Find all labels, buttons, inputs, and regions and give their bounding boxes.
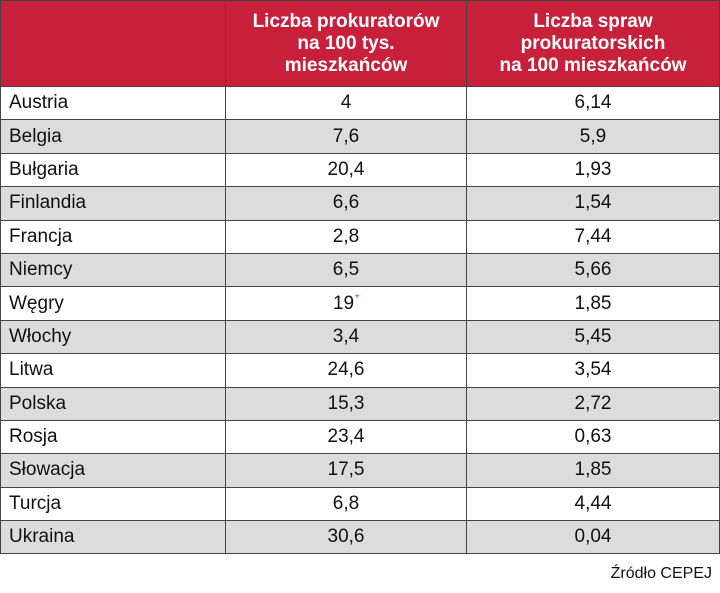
table-row: Rosja 23,4 0,63 bbox=[0, 419, 720, 455]
cell-cases: 0,63 bbox=[466, 419, 720, 455]
table-row: Włochy 3,4 5,45 bbox=[0, 319, 720, 355]
cell-prosecutors-value: 20,4 bbox=[327, 158, 365, 180]
cell-prosecutors-value: 15,3 bbox=[327, 392, 365, 414]
header-prosecutors-l1: Liczba prokuratorów bbox=[252, 10, 440, 32]
cell-prosecutors-value: 6,8 bbox=[332, 492, 360, 514]
cell-prosecutors: 20,4 bbox=[225, 152, 467, 188]
cell-prosecutors-value: 4 bbox=[340, 92, 352, 114]
cell-cases: 6,14 bbox=[466, 85, 720, 121]
header-row: Liczba prokuratorów na 100 tys. mieszkań… bbox=[0, 0, 720, 87]
cell-country: Ukraina bbox=[0, 520, 226, 555]
table-row: Belgia 7,6 5,9 bbox=[0, 119, 720, 154]
cell-cases: 3,54 bbox=[466, 353, 720, 388]
cell-country: Bułgaria bbox=[0, 152, 226, 188]
table-row: Węgry 19* 1,85 bbox=[0, 286, 720, 321]
cell-country: Litwa bbox=[0, 353, 226, 388]
cell-country: Węgry bbox=[0, 286, 226, 321]
cell-cases: 7,44 bbox=[466, 219, 720, 254]
table-row: Francja 2,8 7,44 bbox=[0, 219, 720, 254]
cell-cases: 1,93 bbox=[466, 152, 720, 188]
header-cases: Liczba spraw prokuratorskich na 100 mies… bbox=[466, 0, 720, 87]
cell-cases: 1,85 bbox=[466, 286, 720, 321]
cell-prosecutors-value: 30,6 bbox=[327, 526, 365, 548]
table-body: Austria 4 6,14 Belgia 7,6 5,9 Bułgaria 20,4 1,93… bbox=[0, 85, 720, 555]
table-header: Liczba prokuratorów na 100 tys. mieszkań… bbox=[0, 0, 720, 87]
cell-cases: 5,9 bbox=[466, 119, 720, 154]
cell-prosecutors-value: 17,5 bbox=[327, 459, 365, 481]
cell-prosecutors: 19* bbox=[225, 286, 467, 321]
footnote-mark: * bbox=[355, 293, 360, 305]
cell-cases: 5,66 bbox=[466, 252, 720, 288]
table-row: Ukraina 30,6 0,04 bbox=[0, 520, 720, 555]
cell-country: Finlandia bbox=[0, 186, 226, 221]
header-country bbox=[0, 0, 226, 87]
cell-country: Belgia bbox=[0, 119, 226, 154]
cell-country: Francja bbox=[0, 219, 226, 254]
cell-country: Niemcy bbox=[0, 252, 226, 288]
cell-prosecutors-value: 7,6 bbox=[332, 125, 360, 147]
data-table: Liczba prokuratorów na 100 tys. mieszkań… bbox=[0, 0, 720, 555]
cell-cases: 1,85 bbox=[466, 453, 720, 488]
cell-cases: 1,54 bbox=[466, 186, 720, 221]
table-row: Polska 15,3 2,72 bbox=[0, 386, 720, 421]
cell-prosecutors-value: 19 bbox=[332, 292, 355, 314]
table-row: Austria 4 6,14 bbox=[0, 85, 720, 121]
table-row: Słowacja 17,5 1,85 bbox=[0, 453, 720, 488]
cell-country: Turcja bbox=[0, 486, 226, 522]
cell-prosecutors: 6,8 bbox=[225, 486, 467, 522]
cell-country: Austria bbox=[0, 85, 226, 121]
cell-prosecutors: 7,6 bbox=[225, 119, 467, 154]
header-cases-l1: Liczba spraw bbox=[533, 10, 653, 32]
cell-prosecutors-value: 2,8 bbox=[332, 225, 360, 247]
header-cases-l3: na 100 mieszkańców bbox=[499, 54, 687, 76]
cell-prosecutors: 2,8 bbox=[225, 219, 467, 254]
cell-prosecutors: 3,4 bbox=[225, 319, 467, 355]
cell-prosecutors-value: 3,4 bbox=[332, 325, 360, 347]
cell-cases: 2,72 bbox=[466, 386, 720, 421]
cell-prosecutors: 6,5 bbox=[225, 252, 467, 288]
cell-prosecutors: 6,6 bbox=[225, 186, 467, 221]
table-row: Finlandia 6,6 1,54 bbox=[0, 186, 720, 221]
cell-prosecutors: 30,6 bbox=[225, 520, 467, 555]
cell-prosecutors: 17,5 bbox=[225, 453, 467, 488]
cell-cases: 0,04 bbox=[466, 520, 720, 555]
cell-prosecutors-value: 6,5 bbox=[332, 259, 360, 281]
table-row: Bułgaria 20,4 1,93 bbox=[0, 152, 720, 188]
table-row: Turcja 6,8 4,44 bbox=[0, 486, 720, 522]
header-prosecutors-l2: na 100 tys. bbox=[297, 32, 395, 54]
header-cases-l2: prokuratorskich bbox=[520, 32, 666, 54]
cell-cases: 4,44 bbox=[466, 486, 720, 522]
cell-prosecutors: 4 bbox=[225, 85, 467, 121]
source-note: Źródło CEPEJ bbox=[610, 565, 712, 582]
cell-country: Włochy bbox=[0, 319, 226, 355]
cell-prosecutors-value: 6,6 bbox=[332, 192, 360, 214]
cell-prosecutors-value: 23,4 bbox=[327, 426, 365, 448]
table-row: Litwa 24,6 3,54 bbox=[0, 353, 720, 388]
header-prosecutors: Liczba prokuratorów na 100 tys. mieszkań… bbox=[225, 0, 467, 87]
cell-prosecutors: 15,3 bbox=[225, 386, 467, 421]
cell-country: Polska bbox=[0, 386, 226, 421]
cell-prosecutors: 23,4 bbox=[225, 419, 467, 455]
header-prosecutors-l3: mieszkańców bbox=[284, 54, 408, 76]
cell-country: Rosja bbox=[0, 419, 226, 455]
table-row: Niemcy 6,5 5,66 bbox=[0, 252, 720, 288]
cell-prosecutors: 24,6 bbox=[225, 353, 467, 388]
cell-country: Słowacja bbox=[0, 453, 226, 488]
cell-prosecutors-value: 24,6 bbox=[327, 359, 365, 381]
cell-cases: 5,45 bbox=[466, 319, 720, 355]
